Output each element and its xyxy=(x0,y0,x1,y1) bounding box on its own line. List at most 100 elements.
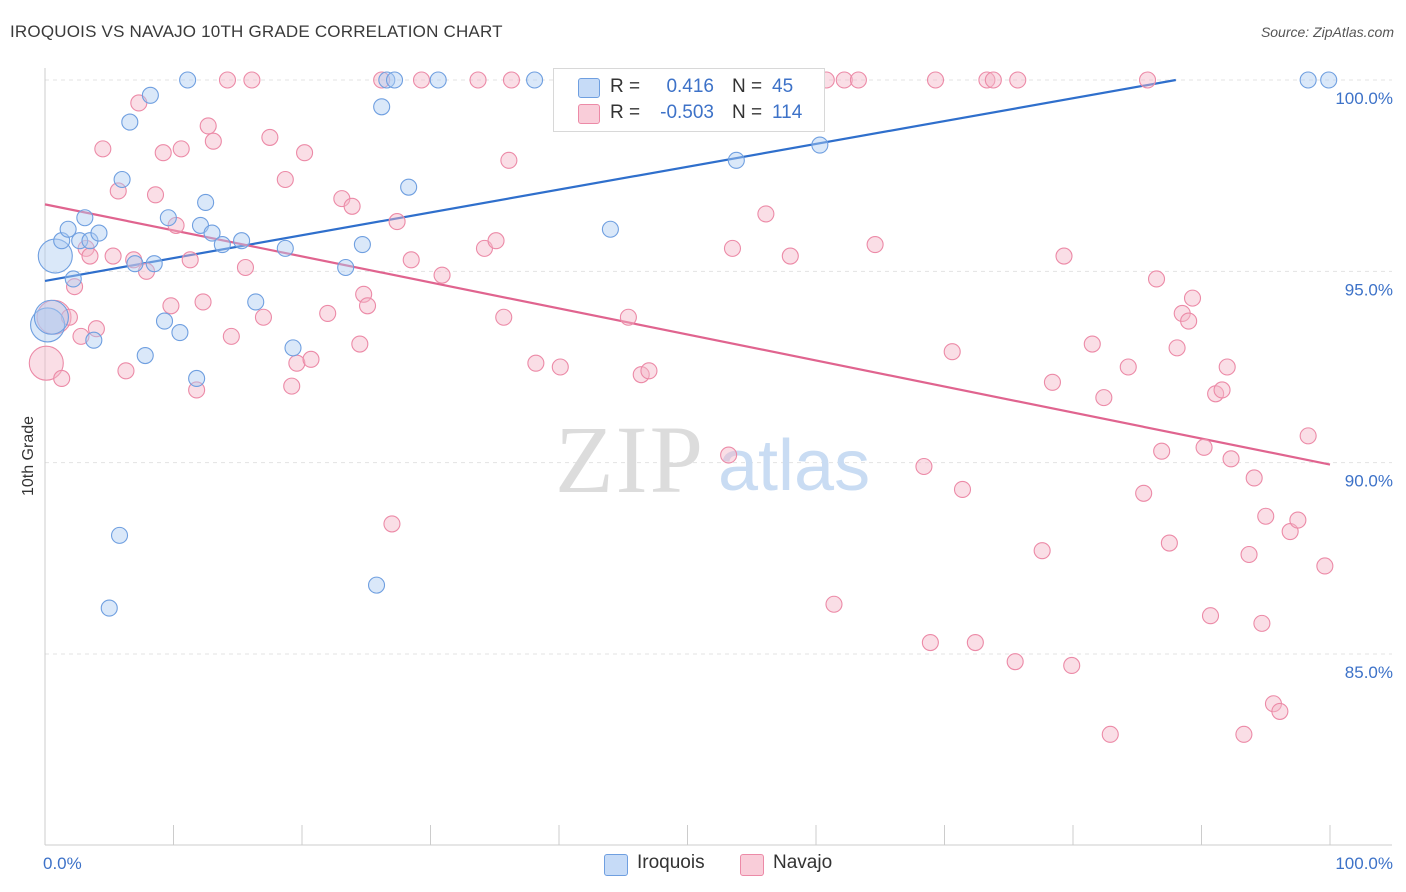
point-iroquois xyxy=(37,238,73,274)
point-navajo xyxy=(781,247,799,265)
point-navajo xyxy=(984,71,1002,89)
legend-n-value: 114 xyxy=(772,102,803,123)
point-navajo xyxy=(757,205,775,223)
point-iroquois xyxy=(213,235,231,254)
point-navajo xyxy=(383,515,401,533)
legend-swatch-navajo xyxy=(578,104,600,124)
tick-labels: 85.0% 90.0% 95.0% 100.0% 0.0% 100.0% xyxy=(43,89,1393,873)
point-navajo xyxy=(619,308,637,326)
point-navajo xyxy=(978,71,996,89)
point-iroquois xyxy=(159,209,177,227)
point-navajo xyxy=(1240,545,1258,564)
point-navajo xyxy=(204,132,222,150)
point-iroquois xyxy=(136,346,154,365)
point-navajo xyxy=(172,140,190,158)
point-navajo xyxy=(1138,71,1157,89)
point-navajo xyxy=(866,235,884,254)
y-tick-label: 85.0% xyxy=(1345,663,1393,682)
point-navajo xyxy=(966,633,984,652)
trend-line-iroquois xyxy=(44,78,1176,282)
point-iroquois xyxy=(400,178,418,196)
point-iroquois xyxy=(203,224,221,242)
point-iroquois xyxy=(1299,71,1317,89)
point-navajo xyxy=(1245,469,1263,487)
point-navajo xyxy=(254,308,273,326)
point-iroquois xyxy=(233,232,251,250)
watermark-atlas: atlas xyxy=(718,426,870,506)
legend-r-value: -0.503 xyxy=(660,102,714,123)
point-navajo xyxy=(146,186,165,204)
point-navajo xyxy=(28,345,64,381)
point-navajo xyxy=(218,71,237,89)
point-navajo xyxy=(1253,614,1271,632)
point-iroquois xyxy=(76,209,94,227)
legend-n-label: N = xyxy=(732,102,763,123)
point-navajo xyxy=(502,71,521,89)
point-iroquois xyxy=(601,220,619,238)
point-iroquois xyxy=(367,576,386,594)
y-tick-label: 100.0% xyxy=(1335,89,1393,108)
point-iroquois xyxy=(113,170,131,189)
x-tick-label: 100.0% xyxy=(1335,854,1393,873)
legend-row-navajo: R = -0.503 N = 114 xyxy=(554,102,824,126)
point-navajo xyxy=(181,251,199,269)
point-navajo xyxy=(1271,702,1289,720)
point-navajo xyxy=(632,366,650,384)
point-iroquois xyxy=(385,71,404,89)
point-navajo xyxy=(921,633,939,652)
point-navajo xyxy=(495,308,513,326)
legend-swatch-iroquois xyxy=(578,78,600,98)
point-navajo xyxy=(72,327,90,345)
point-navajo xyxy=(1213,381,1231,399)
point-navajo xyxy=(222,327,240,345)
point-navajo xyxy=(1101,725,1119,743)
point-navajo xyxy=(1183,289,1202,307)
point-navajo xyxy=(1201,607,1220,625)
x-tick-label: 0.0% xyxy=(43,854,82,873)
point-navajo xyxy=(1218,358,1236,376)
legend-swatch-navajo xyxy=(740,854,764,876)
point-navajo xyxy=(261,128,279,146)
point-navajo xyxy=(288,354,306,372)
point-navajo xyxy=(1033,542,1051,560)
point-navajo xyxy=(1009,71,1027,89)
point-navajo xyxy=(1119,358,1137,376)
point-iroquois xyxy=(247,293,265,311)
point-navajo xyxy=(402,251,420,269)
point-iroquois xyxy=(155,312,174,330)
point-navajo xyxy=(117,362,135,380)
point-navajo xyxy=(943,343,961,361)
point-iroquois xyxy=(276,239,294,257)
point-iroquois xyxy=(727,151,745,169)
point-navajo xyxy=(81,247,99,265)
point-navajo xyxy=(1153,442,1171,460)
point-navajo xyxy=(319,304,337,322)
point-navajo xyxy=(296,144,314,162)
point-iroquois xyxy=(100,599,118,617)
correlation-legend: R = 0.416 N = 45 R = -0.503 N = 114 xyxy=(553,68,825,132)
point-navajo xyxy=(199,117,217,135)
point-navajo xyxy=(835,71,853,89)
point-navajo xyxy=(1316,557,1334,575)
point-navajo xyxy=(825,595,843,613)
point-navajo xyxy=(1257,507,1275,525)
source-label: Source: ZipAtlas.com xyxy=(1260,24,1394,40)
point-iroquois xyxy=(33,299,69,335)
point-navajo xyxy=(388,213,406,231)
point-navajo xyxy=(487,232,505,250)
point-iroquois xyxy=(337,258,355,277)
point-iroquois xyxy=(188,369,206,388)
point-navajo xyxy=(1235,725,1253,743)
point-navajo xyxy=(194,293,212,311)
series-legend: Iroquois Navajo xyxy=(0,852,1406,878)
point-navajo xyxy=(1222,450,1240,468)
point-iroquois xyxy=(64,270,82,288)
axes xyxy=(44,68,1392,846)
point-iroquois xyxy=(179,71,197,89)
point-navajo xyxy=(104,247,122,265)
point-navajo xyxy=(1289,511,1307,529)
point-navajo xyxy=(60,308,78,326)
point-navajo xyxy=(1083,335,1101,353)
legend-n-label: N = xyxy=(732,76,763,97)
point-navajo xyxy=(433,266,451,284)
